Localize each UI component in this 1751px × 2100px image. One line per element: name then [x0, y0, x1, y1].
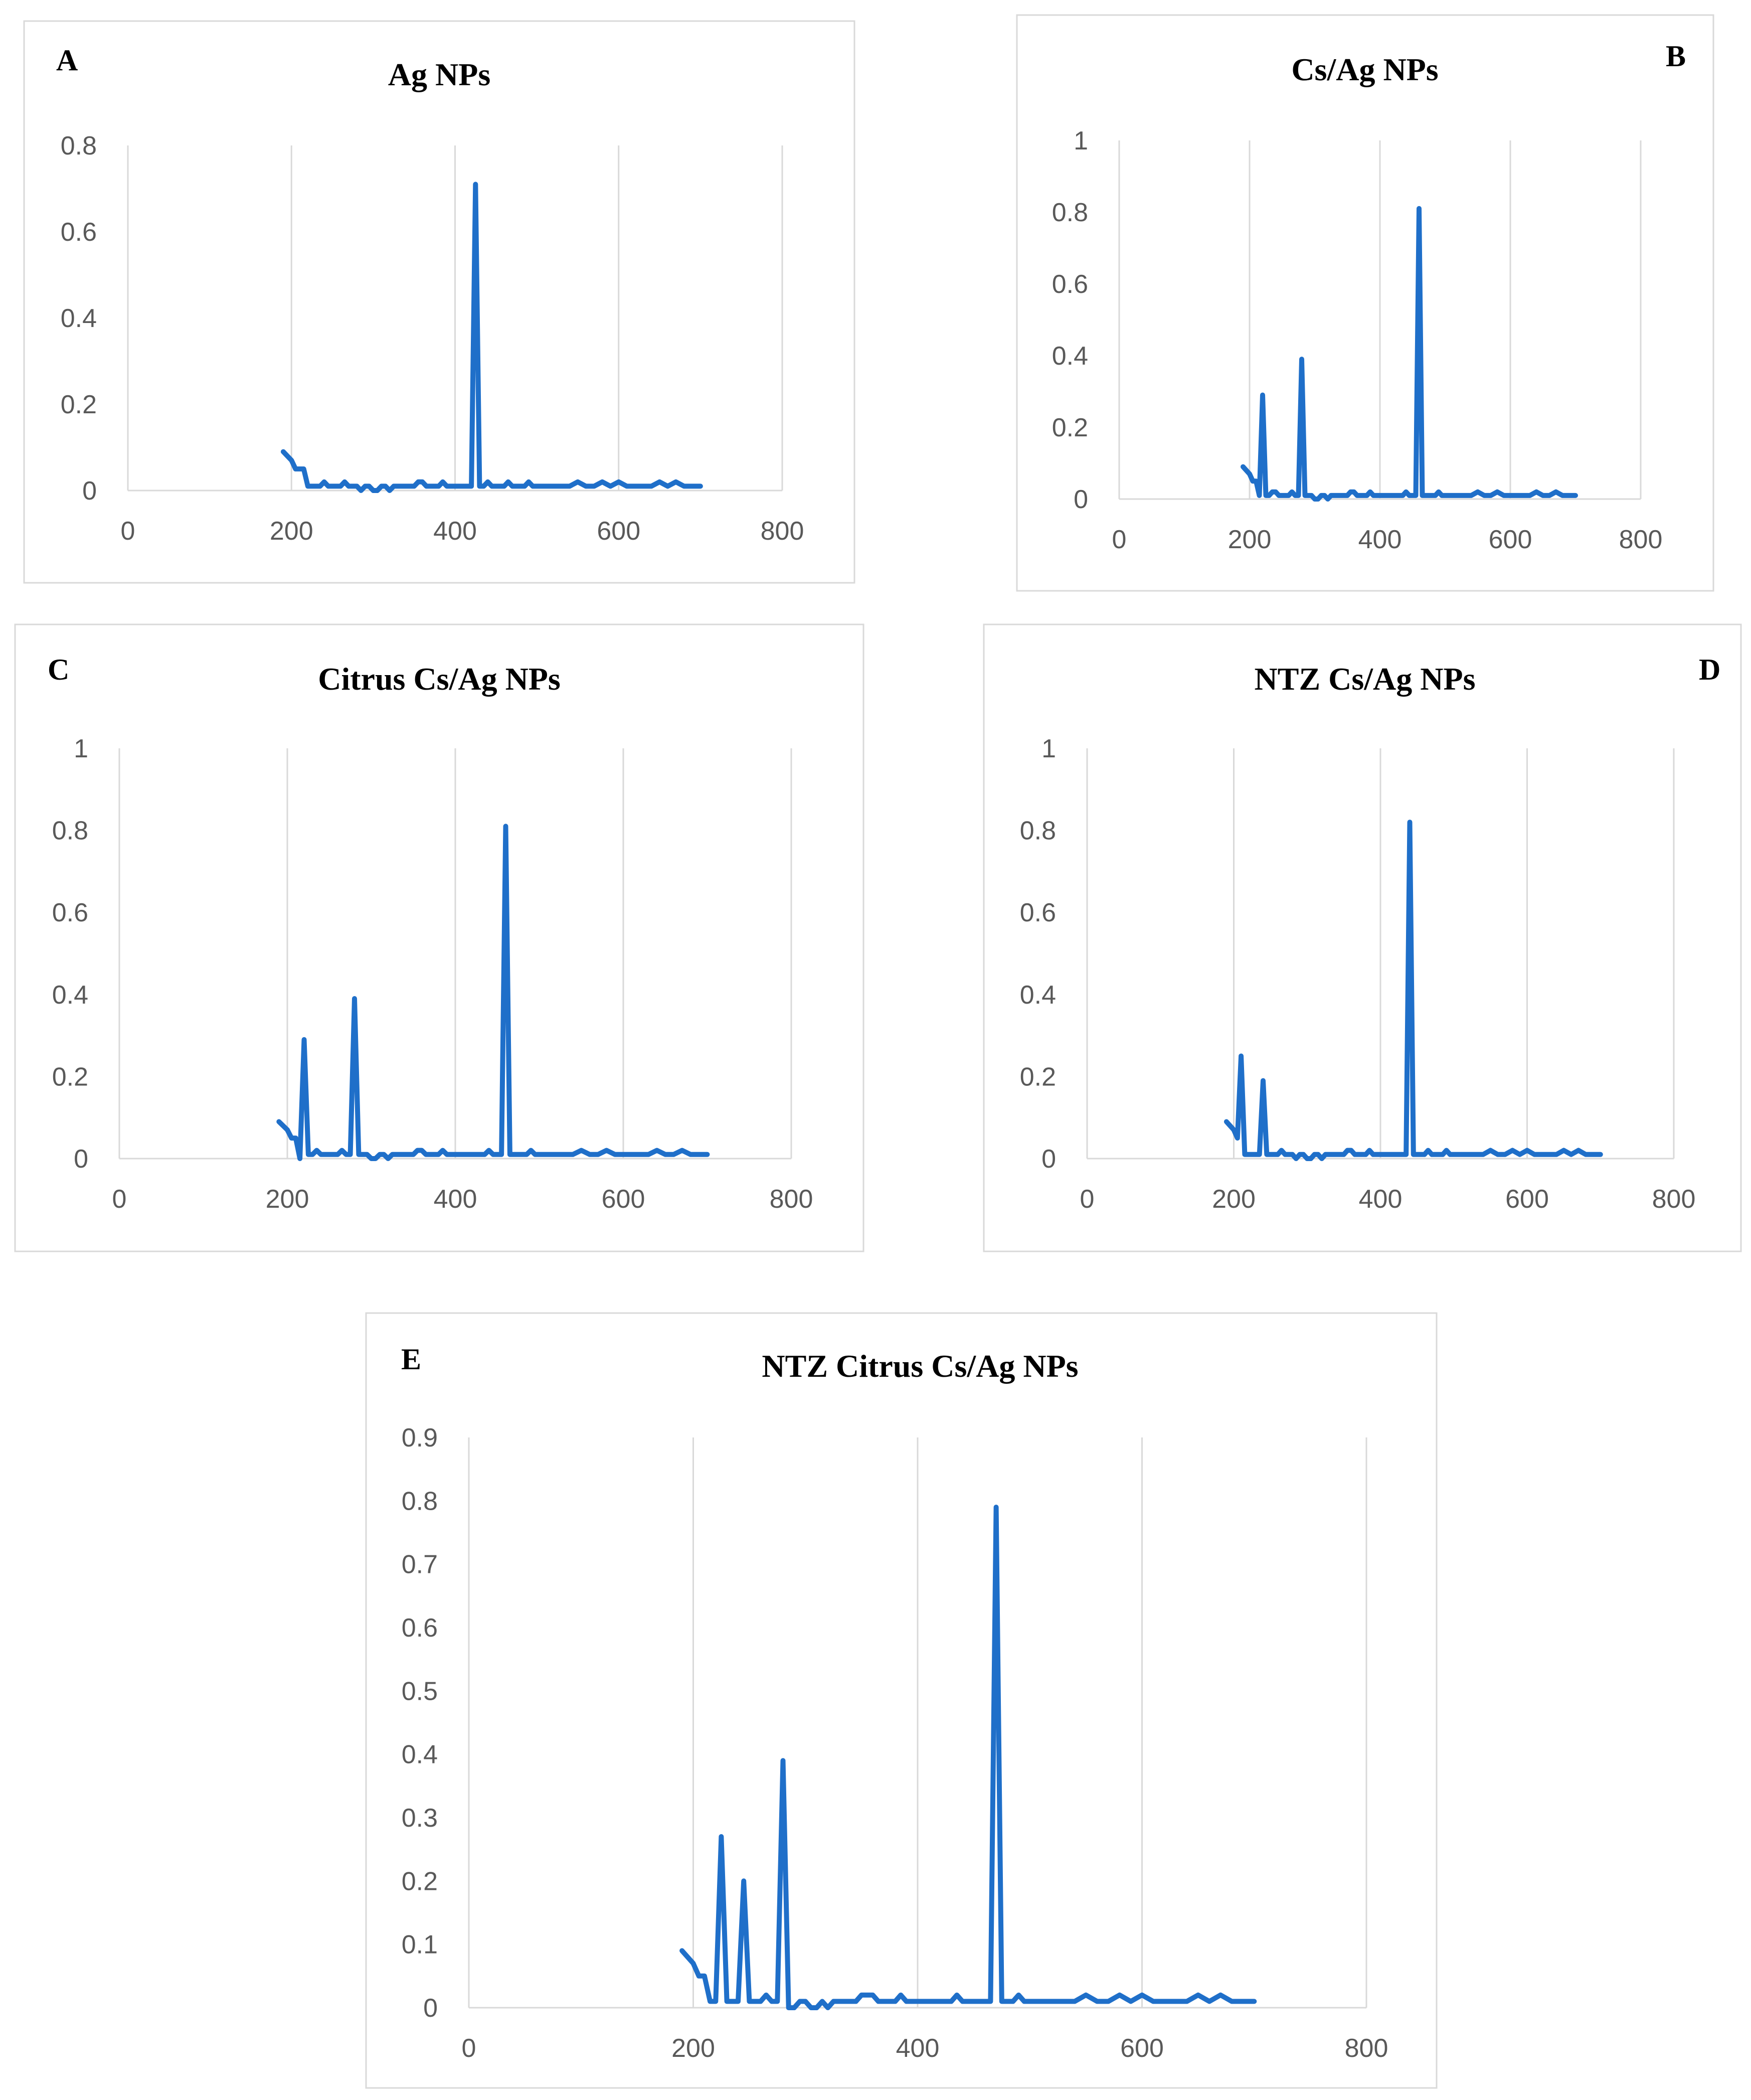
- panel-c-x-tick-label: 600: [602, 1185, 645, 1214]
- panel-e-y-tick-label: 0.2: [402, 1867, 438, 1896]
- panel-e: E NTZ Citrus Cs/Ag NPs 00.10.20.30.40.50…: [365, 1312, 1438, 2089]
- panel-d-x-tick-label: 800: [1652, 1185, 1696, 1214]
- panel-e-x-tick-label: 800: [1345, 2034, 1388, 2063]
- panel-e-y-ticks: 0 0.1 0.2 0.3 0.4 0.5 0.6 0.7 0.8 0.9: [402, 1423, 438, 2023]
- panel-e-title: NTZ Citrus Cs/Ag NPs: [762, 1348, 1078, 1384]
- panel-d-y-tick-label: 0: [1041, 1145, 1056, 1174]
- panel-d-x-tick-label: 400: [1359, 1185, 1403, 1214]
- panel-d-y-tick-label: 1: [1041, 734, 1056, 763]
- panel-e-y-tick-label: 0.8: [402, 1487, 438, 1516]
- panel-b-x-ticks: 0 200 400 600 800: [1112, 525, 1663, 554]
- panel-e-y-tick-label: 0.6: [402, 1613, 438, 1643]
- panel-b-x-tick-label: 800: [1619, 525, 1663, 554]
- panel-c-y-tick-label: 0.4: [52, 981, 88, 1010]
- panel-c-spectrum-line: [276, 824, 710, 1161]
- panel-c-y-tick-label: 0.6: [52, 898, 88, 927]
- panel-d-gridlines: [1086, 748, 1675, 1160]
- panel-b-gridlines: [1118, 140, 1642, 500]
- panel-c-letter: C: [48, 653, 69, 686]
- panel-c-x-tick-label: 200: [266, 1185, 309, 1214]
- panel-d-y-tick-label: 0.8: [1020, 817, 1056, 846]
- panel-b-x-tick-label: 200: [1228, 525, 1272, 554]
- panel-c-y-tick-label: 0.8: [52, 817, 88, 846]
- panel-e-y-tick-label: 0.5: [402, 1677, 438, 1706]
- panel-b-letter: B: [1666, 40, 1686, 73]
- panel-d-x-tick-label: 600: [1505, 1185, 1549, 1214]
- panel-a-x-tick-label: 400: [433, 517, 477, 546]
- panel-d-x-ticks: 0 200 400 600 800: [1080, 1185, 1696, 1214]
- panel-c-y-ticks: 0 0.2 0.4 0.6 0.8 1: [52, 734, 88, 1174]
- panel-d-y-tick-label: 0.6: [1020, 898, 1056, 927]
- panel-a-y-tick-label: 0.2: [61, 390, 97, 419]
- panel-b-title: Cs/Ag NPs: [1291, 52, 1438, 87]
- panel-b-y-tick-label: 1: [1074, 126, 1088, 155]
- panel-c-title: Citrus Cs/Ag NPs: [318, 661, 561, 697]
- panel-b-x-tick-label: 400: [1358, 525, 1402, 554]
- panel-c-gridlines: [118, 748, 792, 1160]
- panel-b-x-tick-label: 600: [1489, 525, 1532, 554]
- panel-e-gridlines: [468, 1437, 1367, 2009]
- panel-e-letter: E: [401, 1343, 421, 1376]
- panel-e-y-tick-label: 0.4: [402, 1740, 438, 1769]
- panel-d-y-tick-label: 0.4: [1020, 981, 1056, 1010]
- panel-a-letter: A: [56, 44, 78, 77]
- panel-a: A Ag NPs 0 0.2 0.4 0.6 0.8 0 200 400 600 800: [23, 20, 855, 584]
- panel-b-y-tick-label: 0.4: [1052, 342, 1088, 371]
- panel-b-y-tick-label: 0: [1074, 485, 1088, 514]
- panel-d-x-tick-label: 0: [1080, 1185, 1095, 1214]
- panel-c-x-ticks: 0 200 400 600 800: [112, 1185, 813, 1214]
- panel-d-y-tick-label: 0.2: [1020, 1062, 1056, 1091]
- panel-e-y-tick-label: 0.3: [402, 1804, 438, 1833]
- panel-a-x-ticks: 0 200 400 600 800: [121, 517, 804, 546]
- panel-e-x-tick-label: 600: [1120, 2034, 1164, 2063]
- panel-a-y-tick-label: 0.8: [61, 131, 97, 160]
- panel-c-y-tick-label: 0: [74, 1145, 88, 1174]
- panel-b-y-tick-label: 0.8: [1052, 198, 1088, 227]
- panel-e-y-tick-label: 0.1: [402, 1930, 438, 1960]
- panel-a-spectrum-line: [280, 182, 703, 493]
- panel-e-y-tick-label: 0.7: [402, 1550, 438, 1579]
- panel-a-title: Ag NPs: [388, 57, 490, 92]
- panel-b-x-tick-label: 0: [1112, 525, 1127, 554]
- panel-d-spectrum-line: [1223, 820, 1603, 1161]
- panel-e-x-ticks: 0 200 400 600 800: [462, 2034, 1388, 2063]
- panel-e-y-tick-label: 0: [423, 1994, 438, 2023]
- panel-c-x-tick-label: 800: [770, 1185, 813, 1214]
- panel-a-gridlines: [127, 145, 783, 492]
- panel-a-x-tick-label: 0: [121, 517, 135, 546]
- panel-b: B Cs/Ag NPs 0 0.2 0.4 0.6 0.8 1 0 200 400 600 800: [1016, 14, 1714, 592]
- panel-c-x-tick-label: 0: [112, 1185, 127, 1214]
- panel-c-y-tick-label: 0.2: [52, 1062, 88, 1091]
- panel-d: D NTZ Cs/Ag NPs 0 0.2 0.4 0.6 0.8 1 0 200 400 60…: [983, 623, 1742, 1252]
- panel-a-y-ticks: 0 0.2 0.4 0.6 0.8: [61, 131, 97, 506]
- panel-a-x-tick-label: 800: [761, 517, 804, 546]
- panel-a-x-tick-label: 200: [270, 517, 313, 546]
- panel-e-y-tick-label: 0.9: [402, 1423, 438, 1452]
- panel-b-y-ticks: 0 0.2 0.4 0.6 0.8 1: [1052, 126, 1088, 514]
- panel-d-letter: D: [1699, 653, 1720, 686]
- panel-b-y-tick-label: 0.6: [1052, 270, 1088, 299]
- panel-c-x-tick-label: 400: [434, 1185, 477, 1214]
- panel-c: C Citrus Cs/Ag NPs 0 0.2 0.4 0.6 0.8 1 0 200 40…: [14, 623, 864, 1252]
- panel-e-spectrum-line: [679, 1505, 1257, 2010]
- panel-a-y-tick-label: 0.6: [61, 218, 97, 247]
- panel-e-x-tick-label: 400: [896, 2034, 940, 2063]
- panel-a-y-tick-label: 0: [82, 476, 97, 506]
- panel-e-x-tick-label: 0: [462, 2034, 476, 2063]
- panel-a-y-tick-label: 0.4: [61, 304, 97, 333]
- panel-c-y-tick-label: 1: [74, 734, 88, 763]
- panel-d-x-tick-label: 200: [1212, 1185, 1256, 1214]
- panel-d-title: NTZ Cs/Ag NPs: [1255, 661, 1476, 697]
- panel-a-x-tick-label: 600: [597, 517, 640, 546]
- panel-d-y-ticks: 0 0.2 0.4 0.6 0.8 1: [1020, 734, 1056, 1174]
- panel-b-spectrum-line: [1241, 206, 1578, 502]
- panel-e-x-tick-label: 200: [671, 2034, 715, 2063]
- panel-b-y-tick-label: 0.2: [1052, 413, 1088, 442]
